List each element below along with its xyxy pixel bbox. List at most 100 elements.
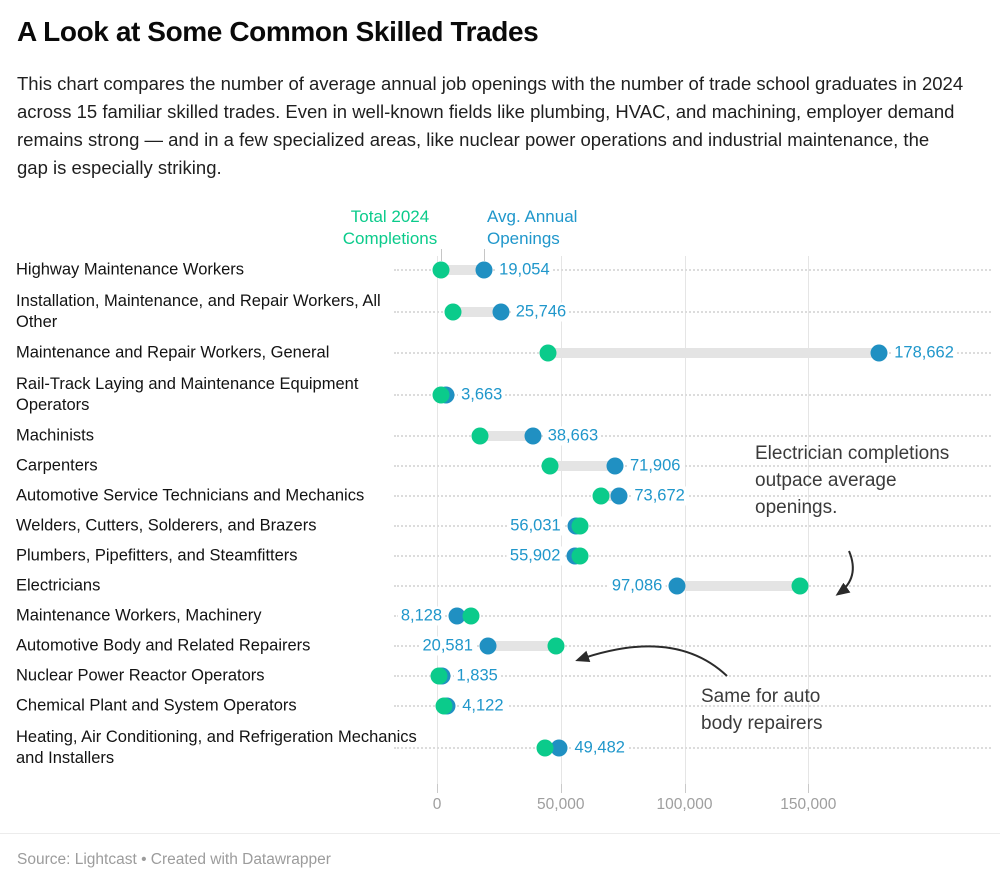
openings-value-label: 1,835 — [453, 666, 501, 686]
openings-dot — [524, 427, 542, 445]
row-leader-line — [394, 525, 991, 527]
completions-dot — [539, 344, 557, 362]
openings-value-label: 3,663 — [458, 385, 506, 404]
footer-divider — [0, 833, 1000, 834]
completions-dot — [462, 607, 480, 625]
chart-row: Automotive Service Technicians and Mecha… — [0, 481, 1000, 511]
connector-bar — [479, 431, 533, 441]
axis-tick — [560, 784, 562, 793]
grid-line-0 — [437, 256, 438, 784]
axis-tick-label: 50,000 — [537, 796, 585, 813]
row-label: Electricians — [16, 576, 101, 595]
page-title: A Look at Some Common Skilled Trades — [17, 16, 539, 47]
connector-bar — [601, 491, 620, 501]
openings-dot — [492, 303, 510, 320]
row-label: Automotive Service Technicians and Mecha… — [16, 486, 365, 505]
completions-dot — [536, 739, 554, 756]
row-label: Plumbers, Pipefitters, and Steamfitters — [16, 546, 298, 565]
openings-value-label: 55,902 — [506, 546, 564, 566]
row-label: Welders, Cutters, Solderers, and Brazers — [16, 516, 317, 535]
axis-tick-label: 0 — [432, 796, 442, 813]
legend-openings-label: Avg. Annual Openings — [487, 207, 578, 248]
connector-bar — [677, 581, 801, 591]
source-attribution: Source: Lightcast • Created with Datawra… — [17, 851, 331, 868]
row-label: Highway Maintenance Workers — [16, 260, 245, 279]
completions-dot — [592, 487, 610, 505]
openings-dot — [606, 457, 624, 475]
completions-dot — [571, 517, 589, 535]
openings-value-label: 49,482 — [571, 738, 628, 757]
completions-dot — [435, 697, 453, 715]
chart-row: Maintenance and Repair Workers, General 1… — [0, 338, 1000, 368]
row-label: Rail-Track Laying and Maintenance Equipm… — [16, 374, 359, 414]
row-leader-line — [394, 555, 991, 557]
connector-bar — [453, 306, 501, 317]
chart-row: Electricians 97,086 — [0, 571, 1000, 601]
row-label: Heating, Air Conditioning, and Refrigera… — [16, 727, 417, 767]
row-leader-line — [394, 746, 991, 749]
legend-tick-openings — [484, 249, 486, 261]
row-leader-line — [394, 705, 991, 707]
connector-bar — [548, 348, 880, 358]
openings-value-label: 19,054 — [496, 260, 553, 280]
chart-row: Automotive Body and Related Repairers 20,… — [0, 631, 1000, 661]
chart-row: Machinists 38,663 — [0, 421, 1000, 451]
row-label: Carpenters — [16, 456, 98, 475]
row-leader-line — [394, 269, 991, 271]
completions-dot — [541, 457, 559, 475]
chart-rows: Highway Maintenance Workers 19,054 Install… — [0, 255, 1000, 774]
openings-value-label: 4,122 — [459, 696, 507, 716]
chart-row: Rail-Track Laying and Maintenance Equipm… — [0, 368, 1000, 421]
row-label: Nuclear Power Reactor Operators — [16, 666, 265, 685]
chart-row: Installation, Maintenance, and Repair Wo… — [0, 285, 1000, 338]
chart-description: This chart compares the number of averag… — [17, 73, 964, 178]
completions-dot — [571, 547, 589, 565]
legend-tick-completions — [440, 249, 442, 261]
openings-value-label: 178,662 — [891, 343, 957, 363]
row-label: Chemical Plant and System Operators — [16, 696, 297, 715]
row-leader-line — [394, 615, 991, 617]
annotation-electricians: Electrician completions outpace average … — [755, 443, 950, 518]
openings-dot — [870, 344, 888, 362]
axis-tick — [684, 784, 686, 793]
row-label: Maintenance and Repair Workers, General — [16, 343, 330, 362]
row-leader-line — [394, 393, 991, 396]
row-label: Maintenance Workers, Machinery — [16, 606, 262, 625]
chart-row: Highway Maintenance Workers 19,054 — [0, 255, 1000, 285]
chart-row: Maintenance Workers, Machinery 8,128 — [0, 601, 1000, 631]
connector-bar — [549, 461, 615, 471]
openings-value-label: 56,031 — [507, 516, 564, 536]
connector-bar — [487, 641, 556, 651]
completions-dot — [547, 637, 565, 655]
openings-dot — [610, 487, 628, 505]
row-label: Machinists — [16, 426, 94, 445]
completions-dot — [444, 303, 462, 320]
openings-value-label: 8,128 — [397, 606, 446, 626]
openings-value-label: 73,672 — [631, 486, 688, 506]
grid-line-150,000 — [808, 256, 810, 784]
completions-dot — [432, 261, 450, 279]
completions-dot — [432, 386, 450, 403]
openings-dot — [668, 577, 686, 595]
completions-dot — [471, 427, 489, 445]
row-label: Installation, Maintenance, and Repair Wo… — [16, 291, 381, 331]
row-leader-line — [394, 310, 991, 313]
openings-dot — [550, 739, 568, 756]
row-label: Automotive Body and Related Repairers — [16, 636, 311, 655]
legend-completions-label: Total 2024 Completions — [342, 207, 438, 248]
axis-tick — [808, 784, 810, 793]
chart-row: Carpenters 71,906 — [0, 451, 1000, 481]
axis-tick — [437, 784, 438, 793]
row-leader-line — [394, 495, 991, 497]
row-leader-line — [394, 465, 991, 467]
openings-value-label: 38,663 — [544, 426, 602, 446]
openings-value-label: 25,746 — [512, 302, 570, 321]
axis-tick-label: 100,000 — [656, 796, 713, 813]
axis-tick-label: 150,000 — [780, 796, 837, 813]
grid-line-100,000 — [684, 256, 686, 784]
chart-row: Welders, Cutters, Solderers, and Brazers… — [0, 511, 1000, 541]
openings-dot — [475, 261, 493, 279]
openings-dot — [448, 607, 466, 625]
chart-row: Heating, Air Conditioning, and Refrigera… — [0, 721, 1000, 774]
